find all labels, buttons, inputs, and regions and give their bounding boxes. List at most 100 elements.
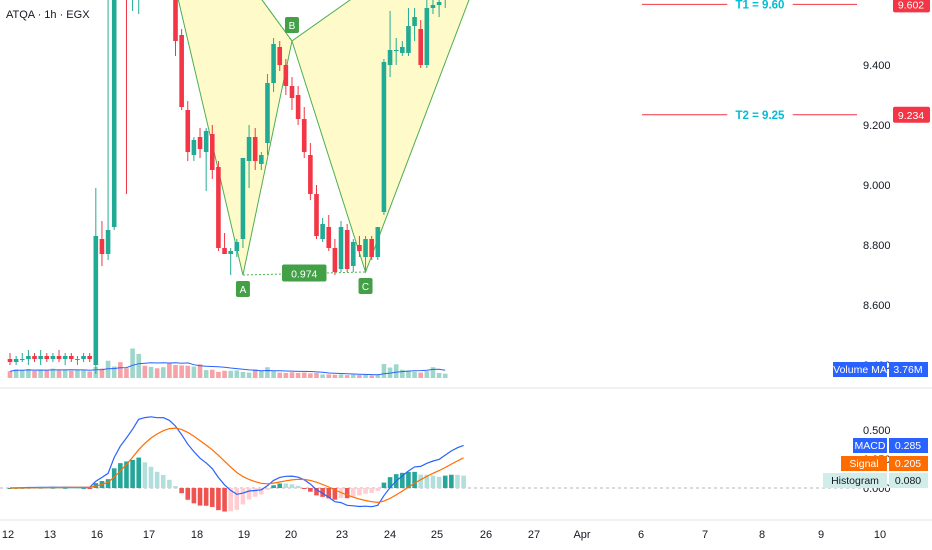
volume-bar — [179, 365, 184, 378]
time-tick-label: 6 — [638, 529, 644, 541]
volume-bar — [234, 370, 240, 378]
volume-bar — [252, 369, 258, 378]
histogram-bar — [173, 485, 178, 488]
volume-bar — [173, 365, 178, 378]
candle — [56, 356, 62, 359]
histogram-bar — [50, 487, 56, 489]
candle — [185, 110, 191, 152]
volume-bar — [130, 348, 135, 378]
price-tick-label: 9.000 — [863, 180, 891, 192]
volume-bar — [283, 372, 289, 378]
time-tick-label: 17 — [143, 529, 155, 541]
candle — [87, 356, 92, 359]
candle — [13, 359, 19, 362]
candle — [111, 0, 117, 227]
candle — [19, 359, 25, 360]
volume-bar — [326, 374, 332, 378]
candle — [252, 137, 258, 161]
candle — [179, 35, 184, 107]
histogram-bar — [289, 484, 295, 488]
histogram-bar — [442, 475, 448, 488]
volume-bar — [124, 368, 129, 378]
price-tick-label: 8.600 — [863, 300, 891, 312]
histogram-bar — [148, 466, 154, 488]
volume-bar — [406, 370, 411, 378]
candle — [203, 131, 209, 152]
volume-bar — [111, 366, 117, 378]
histogram-bar — [400, 472, 405, 488]
histogram-bar — [81, 487, 86, 489]
macd-value-tag — [889, 456, 928, 471]
candle — [326, 227, 332, 248]
macd-value-label: 0.080 — [895, 475, 921, 487]
volume-bar — [295, 372, 301, 378]
histogram-bar — [185, 488, 191, 500]
level-label-bg — [727, 106, 793, 122]
pattern-point-label: A — [240, 285, 247, 296]
candle — [295, 95, 301, 119]
histogram-bar — [381, 482, 387, 488]
volume-bar — [344, 375, 350, 378]
candle — [99, 239, 105, 254]
candle — [369, 239, 374, 257]
volume-bar — [32, 370, 37, 378]
volume-bar — [308, 373, 313, 378]
volume-bar — [19, 370, 25, 378]
volume-bar — [44, 370, 50, 378]
volume-bar — [430, 367, 436, 378]
volume-ma-line — [9, 362, 446, 376]
volume-bar — [418, 372, 424, 378]
histogram-bar — [363, 488, 368, 494]
candle — [271, 44, 276, 83]
volume-bar — [222, 370, 227, 378]
volume-bar — [136, 353, 142, 378]
histogram-bar — [105, 479, 111, 488]
candle — [240, 158, 246, 239]
volume-bar — [38, 369, 43, 378]
price-tag — [893, 106, 930, 123]
volume-bar — [265, 367, 270, 378]
histogram-bar — [142, 462, 148, 488]
candle — [69, 356, 74, 359]
histogram-bar — [412, 471, 417, 488]
histogram-bar — [111, 468, 117, 488]
histogram-bar — [44, 487, 50, 489]
macd-value-tag — [889, 473, 928, 488]
histogram-bar — [295, 485, 301, 488]
candle — [197, 137, 203, 149]
candle — [234, 242, 240, 251]
time-tick-label: 24 — [384, 529, 396, 541]
histogram-bar — [301, 488, 307, 489]
histogram-bar — [124, 461, 129, 488]
pattern-point-label: C — [362, 282, 369, 293]
pattern-triangle-bcd — [291, 0, 470, 274]
histogram-bar — [56, 487, 62, 489]
macd-value-tag — [889, 438, 928, 453]
candle — [418, 29, 424, 65]
histogram-bar — [179, 488, 184, 494]
candle — [400, 47, 405, 53]
histogram-bar — [234, 488, 240, 510]
candle — [105, 230, 111, 254]
histogram-bar — [167, 479, 172, 488]
histogram-bar — [357, 488, 362, 496]
volume-bar — [118, 362, 123, 378]
histogram-bar — [246, 488, 252, 500]
volume-bar — [191, 366, 197, 378]
volume-bar — [154, 368, 160, 378]
histogram-bar — [418, 474, 424, 488]
volume-bar — [148, 366, 154, 378]
candle — [393, 50, 399, 51]
histogram-bar — [160, 474, 166, 488]
histogram-bar — [424, 474, 430, 488]
time-tick-label: 27 — [528, 529, 540, 541]
volume-bar — [357, 375, 362, 378]
volume-bar — [363, 374, 368, 378]
candle — [344, 230, 350, 269]
candle — [246, 137, 252, 161]
histogram-bar — [191, 488, 197, 504]
histogram-bar — [308, 488, 313, 492]
candle — [50, 356, 56, 359]
volume-bar — [105, 360, 111, 378]
